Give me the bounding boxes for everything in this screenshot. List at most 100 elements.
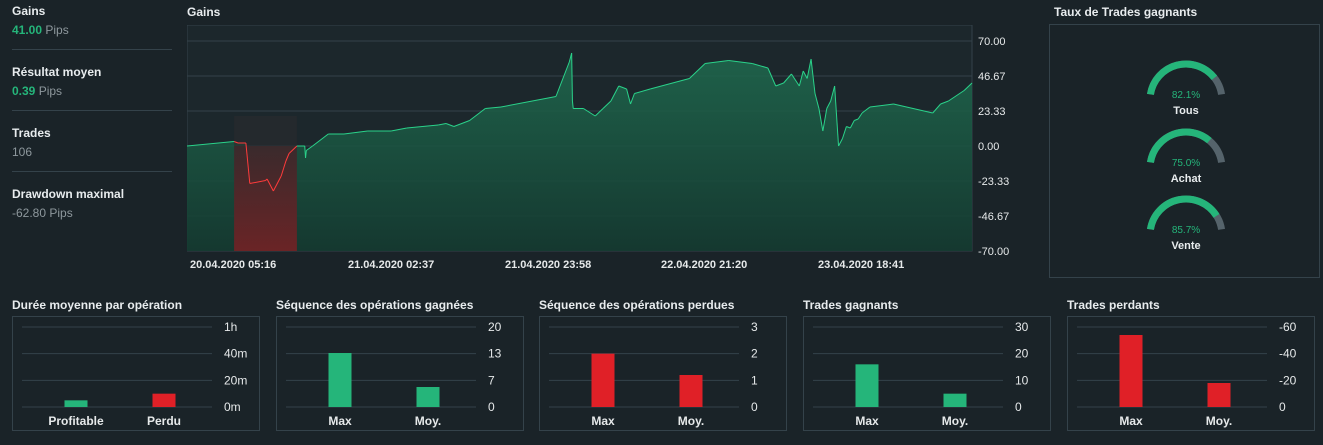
y-tick-label: -40 — [1279, 347, 1297, 361]
equity-line-segment — [810, 58, 816, 94]
equity-line-segment — [266, 178, 274, 192]
divider — [12, 171, 172, 172]
equity-line-segment — [822, 108, 828, 132]
mini-frame — [12, 316, 260, 431]
equity-line-segment — [272, 175, 282, 192]
gauge-percent: 82.1% — [1172, 90, 1200, 101]
bar[interactable] — [943, 393, 967, 407]
stat-value: 106 — [12, 145, 172, 159]
equity-line-segment — [568, 58, 571, 63]
divider — [12, 110, 172, 111]
stat-number: 0.39 — [12, 84, 36, 98]
y-tick-label: 0 — [751, 400, 758, 414]
stat-number: -62.80 — [12, 206, 47, 220]
stat-average-result: Résultat moyen 0.39 Pips — [12, 65, 172, 98]
category-label: Profitable — [48, 414, 104, 428]
equity-line-segment — [406, 126, 423, 129]
equity-line-segment — [288, 145, 298, 154]
bar[interactable] — [1119, 335, 1143, 407]
divider — [12, 49, 172, 50]
y-tick-label: 70.00 — [978, 36, 1006, 48]
equity-line-segment — [948, 90, 965, 102]
mini-title-losing-trades: Trades perdants — [1067, 298, 1160, 312]
equity-line-segment — [689, 63, 706, 79]
equity-line-segment — [775, 82, 784, 87]
stat-number: 41.00 — [12, 23, 43, 37]
equity-line-segment — [869, 103, 894, 108]
bar[interactable] — [679, 375, 703, 407]
bar[interactable] — [152, 393, 176, 407]
bar[interactable] — [64, 400, 88, 407]
equity-line-segment — [767, 67, 777, 87]
gains-chart[interactable]: 70.00 46.67 23.33 0.00 -23.33 -46.67 -70.00 20.… — [187, 25, 1011, 277]
duration-chart[interactable]: 1h 40m 20m 0m Profitable Perdu — [12, 316, 260, 431]
bar[interactable] — [1207, 383, 1231, 407]
category-label: Max — [855, 414, 879, 428]
y-tick-label: -60 — [1279, 320, 1297, 334]
equity-line-segment — [283, 160, 287, 169]
stat-label: Gains — [12, 4, 46, 18]
y-tick-label: 46.67 — [978, 71, 1006, 83]
stat-label: Drawdown maximal — [12, 187, 125, 201]
gauge-fill — [1146, 195, 1220, 231]
equity-line-segment — [305, 150, 307, 159]
y-tick-label: 23.33 — [978, 106, 1006, 118]
stat-label: Résultat moyen — [12, 65, 102, 79]
x-tick-label: 22.04.2020 21:20 — [661, 259, 747, 271]
stat-value: 0.39 Pips — [12, 84, 172, 98]
category-label: Moy. — [415, 414, 441, 428]
winning-trades-chart[interactable]: 30 20 10 0 Max Moy. — [803, 316, 1051, 431]
equity-line-segment — [469, 108, 486, 121]
equity-line-segment — [752, 63, 769, 69]
x-tick-label: 20.04.2020 05:16 — [190, 259, 276, 271]
equity-line-segment — [838, 138, 843, 147]
win-rate-panel: 82.1% Tous 75.0% Achat 85.7% Vente — [1049, 24, 1320, 278]
gauge-label: Achat — [1171, 173, 1202, 185]
equity-line-segment — [857, 112, 863, 120]
main-chart-title: Gains — [187, 5, 221, 19]
losing-trades-chart[interactable]: -60 -40 -20 0 Max Moy. — [1067, 316, 1315, 431]
equity-line-segment — [849, 120, 855, 129]
bar[interactable] — [328, 353, 352, 407]
mini-frame — [1067, 316, 1315, 431]
equity-line-segment — [802, 70, 808, 79]
equity-line-segment — [594, 108, 604, 117]
equity-line-segment — [783, 73, 792, 84]
equity-line-segment — [571, 52, 573, 102]
gauge-title: Taux de Trades gagnants — [1054, 5, 1198, 19]
equity-line-segment — [861, 106, 871, 114]
gauge-label: Vente — [1171, 240, 1200, 252]
equity-line-segment — [818, 108, 824, 132]
win-streak-chart[interactable]: 20 13 7 0 Max Moy. — [276, 316, 524, 431]
equity-line-segment — [940, 100, 949, 105]
equity-line-segment — [555, 61, 570, 97]
equity-line-segment — [249, 180, 266, 184]
equity-line-segment — [854, 118, 859, 121]
equity-line-segment — [893, 103, 933, 114]
y-tick-label: -70.00 — [978, 246, 1009, 258]
equity-line-segment — [834, 85, 840, 147]
y-tick-label: 1 — [751, 373, 758, 387]
mini-title-win-streak: Séquence des opérations gagnées — [276, 298, 474, 312]
equity-line-segment — [485, 106, 502, 109]
equity-line-segment — [630, 93, 635, 105]
category-label: Max — [591, 414, 615, 428]
stat-value: 41.00 Pips — [12, 23, 172, 37]
category-label: Moy. — [1206, 414, 1232, 428]
equity-line-segment — [306, 145, 313, 151]
equity-line-segment — [422, 124, 439, 127]
bar[interactable] — [416, 387, 440, 407]
win-rate-gauges: 82.1% Tous 75.0% Achat 85.7% Vente — [1146, 60, 1226, 252]
bar[interactable] — [591, 353, 615, 407]
mini-frame — [276, 316, 524, 431]
y-tick-label: 7 — [488, 373, 495, 387]
loss-streak-chart[interactable]: 3 2 1 0 Max Moy. — [539, 316, 787, 431]
category-label: Perdu — [147, 414, 181, 428]
drawdown-area — [234, 146, 297, 251]
stat-max-drawdown: Drawdown maximal -62.80 Pips — [12, 187, 172, 220]
equity-line-segment — [391, 127, 407, 132]
bar[interactable] — [855, 364, 879, 407]
mini-frame — [803, 316, 1051, 431]
equity-line-segment — [618, 85, 627, 90]
equity-line-segment — [571, 100, 574, 109]
